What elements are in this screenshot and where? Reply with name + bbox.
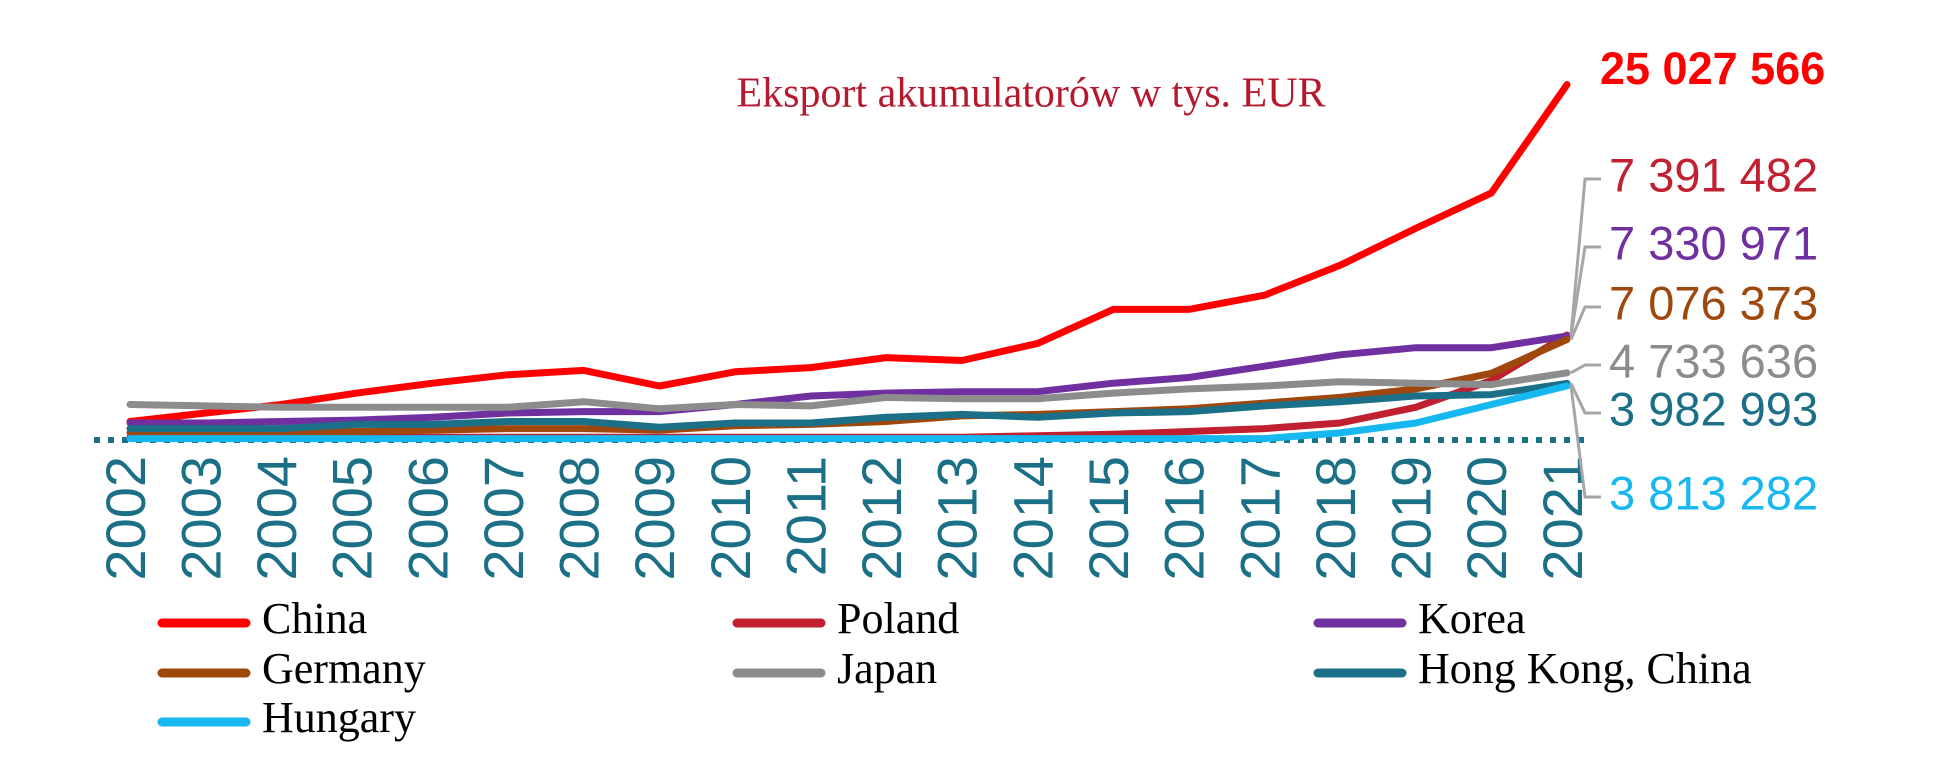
end-label: 25 027 566 — [1600, 43, 1825, 94]
x-tick-label: 2002 — [94, 456, 157, 581]
leader-line — [1569, 382, 1601, 415]
x-tick-label: 2021 — [1531, 456, 1594, 581]
x-tick-label: 2011 — [774, 456, 837, 576]
end-label: 7 076 373 — [1609, 276, 1818, 329]
end-label: 7 330 971 — [1609, 216, 1818, 269]
x-tick-label: 2018 — [1304, 456, 1367, 581]
leader-line — [1569, 385, 1601, 499]
end-label: 3 982 993 — [1609, 382, 1818, 435]
leader-line — [1569, 177, 1601, 336]
x-tick-label: 2007 — [472, 456, 535, 581]
x-tick-label: 2013 — [926, 456, 989, 581]
end-label: 3 813 282 — [1609, 466, 1818, 519]
x-tick-label: 2010 — [699, 456, 762, 581]
x-tick-label: 2008 — [548, 456, 611, 581]
legend-label: Poland — [837, 594, 959, 643]
chart-title: Eksport akumulatorów w tys. EUR — [736, 71, 1325, 117]
series-line — [126, 382, 1571, 443]
x-tick-label: 2020 — [1455, 456, 1518, 581]
end-label: 4 733 636 — [1609, 334, 1818, 387]
legend-label: Hungary — [262, 693, 416, 742]
x-tick-label: 2005 — [321, 456, 384, 581]
series-line — [126, 379, 1571, 433]
legend-label: Hong Kong, China — [1418, 644, 1752, 693]
x-tick-label: 2003 — [169, 456, 232, 581]
x-tick-label: 2006 — [396, 456, 459, 581]
series-line — [126, 332, 1571, 427]
legend-label: Korea — [1418, 594, 1526, 643]
x-tick-label: 2004 — [245, 456, 308, 581]
x-tick-label: 2015 — [1077, 456, 1140, 581]
end-label: 7 391 482 — [1609, 148, 1818, 201]
series-line — [126, 369, 1571, 413]
leader-line — [1569, 245, 1601, 337]
x-tick-label: 2014 — [1001, 456, 1064, 581]
legend-label: Japan — [837, 644, 937, 693]
leader-line — [1569, 305, 1601, 341]
legend-label: Germany — [262, 644, 426, 693]
series-line — [126, 81, 1571, 425]
x-tick-label: 2012 — [850, 456, 913, 581]
leader-line — [1570, 363, 1601, 375]
x-tick-label: 2016 — [1153, 456, 1216, 581]
legend-label: China — [262, 594, 367, 643]
x-tick-label: 2019 — [1380, 456, 1443, 581]
x-tick-label: 2009 — [623, 456, 686, 581]
x-tick-label: 2017 — [1228, 456, 1291, 581]
